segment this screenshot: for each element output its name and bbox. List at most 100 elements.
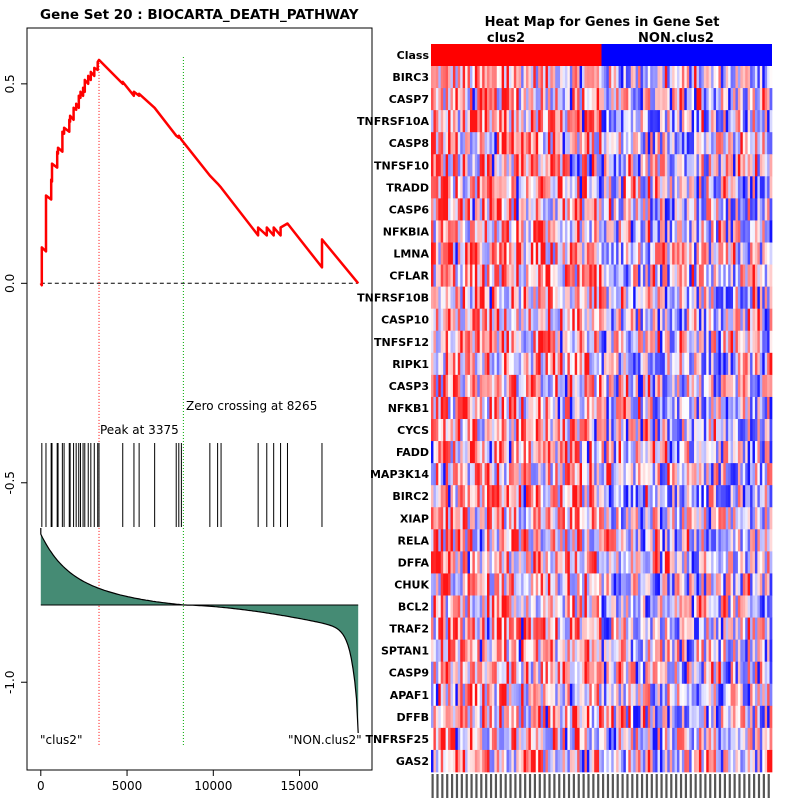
heatmap-cell — [479, 352, 483, 376]
heatmap-cell — [737, 154, 741, 177]
heatmap-cell — [567, 661, 571, 685]
heatmap-cell — [696, 374, 700, 398]
heatmap-cell — [538, 242, 541, 265]
heatmap-cell — [433, 220, 437, 243]
heatmap-cell — [655, 66, 658, 89]
heatmap-cell — [733, 705, 736, 729]
heatmap-cell — [613, 661, 617, 685]
heatmap-cell — [543, 330, 546, 354]
heatmap-cell — [686, 220, 690, 243]
heatmap-cell — [477, 88, 481, 111]
heatmap-cell — [730, 286, 734, 310]
heatmap-cell — [691, 220, 695, 243]
heatmap-cell — [589, 264, 593, 287]
heatmap-cell — [759, 463, 763, 486]
heatmap-cell — [533, 352, 537, 376]
heatmap-cell — [569, 661, 573, 685]
heatmap-cell — [467, 66, 471, 89]
heatmap-cell — [457, 463, 461, 486]
heatmap-cell — [630, 220, 634, 243]
heatmap-cell — [650, 463, 653, 486]
heatmap-cell — [564, 529, 568, 552]
heatmap-cell — [501, 154, 505, 177]
heatmap-cell — [759, 639, 763, 663]
heatmap-cell — [562, 88, 566, 111]
heatmap-cell — [616, 529, 619, 552]
heatmap-cell — [433, 264, 437, 287]
heatmap-cell — [574, 595, 578, 618]
heatmap-cell — [577, 176, 580, 199]
heatmap-cell — [474, 132, 478, 155]
heatmap-cell — [659, 286, 663, 310]
heatmap-cell — [487, 727, 490, 751]
heatmap-cell — [448, 352, 451, 376]
heatmap-cell — [669, 485, 673, 508]
heatmap-cell — [538, 110, 541, 133]
heatmap-cell — [618, 286, 622, 310]
heatmap-cell — [608, 749, 612, 773]
heatmap-cell — [762, 308, 766, 332]
heatmap-cell — [659, 529, 663, 552]
heatmap-cell — [657, 749, 661, 773]
heatmap-cell — [662, 198, 666, 221]
heatmap-cell — [601, 639, 605, 663]
heatmap-cell — [457, 88, 461, 111]
heatmap-cell — [462, 66, 466, 89]
heatmap-cell — [698, 441, 702, 464]
y-tick-label: 0.5 — [3, 74, 17, 93]
heatmap-cell — [672, 352, 675, 376]
heatmap-cell — [462, 308, 466, 332]
heatmap-cell — [552, 441, 556, 464]
heatmap-cell — [489, 132, 493, 155]
heatmap-cell — [462, 617, 466, 640]
heatmap-cell — [452, 529, 456, 552]
heatmap-cell — [594, 220, 597, 243]
heatmap-cell — [487, 463, 490, 486]
heatmap-cell — [489, 727, 493, 751]
heatmap-cell — [545, 242, 549, 265]
heatmap-cell — [708, 308, 712, 332]
heatmap-cell — [689, 705, 692, 729]
heatmap-cell — [762, 617, 766, 640]
heatmap-cell — [664, 132, 668, 155]
heatmap-cell — [445, 264, 449, 287]
heatmap-cell — [504, 286, 507, 310]
heatmap-cell — [533, 110, 537, 133]
heatmap-cell — [630, 441, 634, 464]
heatmap-cell — [435, 132, 439, 155]
heatmap-cell — [572, 463, 576, 486]
heatmap-cell — [628, 617, 632, 640]
heatmap-cell — [667, 595, 671, 618]
heatmap-cell — [552, 132, 556, 155]
heatmap-cell — [674, 441, 678, 464]
heatmap-cell — [640, 176, 644, 199]
x-tick-label: 10000 — [194, 779, 232, 793]
heatmap-cell — [662, 463, 666, 486]
heatmap-cell — [711, 507, 714, 530]
heatmap-cell — [433, 749, 437, 773]
heatmap-cell — [525, 551, 529, 574]
heatmap-cell — [750, 198, 753, 221]
heatmap-cell — [757, 441, 761, 464]
heatmap-cell — [725, 66, 729, 89]
heatmap-cell — [594, 330, 597, 354]
heatmap-cell — [574, 242, 578, 265]
heatmap-cell — [669, 551, 673, 574]
heatmap-cell — [516, 198, 520, 221]
heatmap-cell — [672, 639, 675, 663]
heatmap-cell — [769, 66, 773, 89]
heatmap-cell — [469, 595, 473, 618]
heatmap-cell — [550, 419, 554, 442]
heatmap-cell — [672, 110, 675, 133]
heatmap-cell — [496, 617, 500, 640]
heatmap-cell — [623, 396, 627, 420]
heatmap-cell — [540, 617, 544, 640]
heatmap-cell — [504, 595, 507, 618]
heatmap-cell — [452, 352, 456, 376]
heatmap-cell — [560, 617, 563, 640]
heatmap-cell — [523, 264, 527, 287]
heatmap-cell — [484, 551, 488, 574]
heatmap-cell — [564, 198, 568, 221]
heatmap-cell — [708, 441, 712, 464]
heatmap-cell — [711, 286, 714, 310]
